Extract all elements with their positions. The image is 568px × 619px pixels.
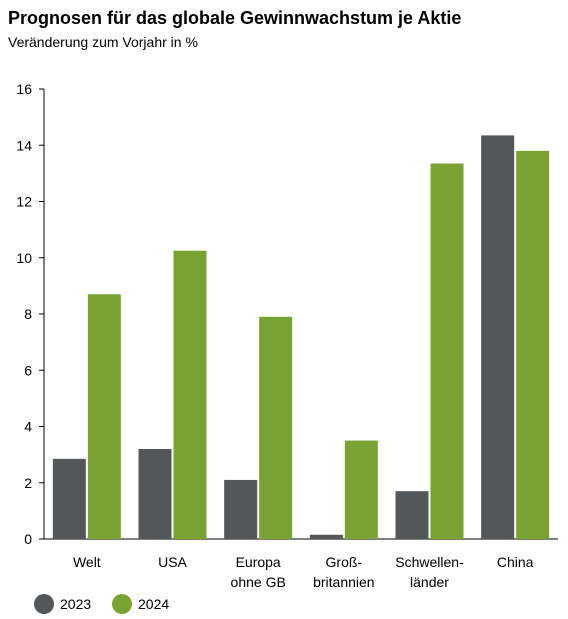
y-tick-label: 12 [16, 194, 32, 210]
y-tick-label: 16 [16, 81, 32, 97]
x-tick-label: Schwellen- [395, 554, 464, 570]
plot-area [52, 135, 550, 539]
legend-marker-2024 [112, 594, 132, 614]
bar-2023-5 [481, 135, 515, 539]
x-tick-label: länder [410, 574, 449, 590]
x-tick-label: britannien [313, 574, 375, 590]
x-axis: Welt USA Europa ohne GB Groß-britannien Schwe… [73, 554, 534, 590]
bar-2023-0 [52, 458, 86, 539]
legend-label-2023: 2023 [60, 596, 91, 612]
x-tick-label: USA [158, 554, 187, 570]
bar-2024-3 [344, 440, 378, 539]
y-axis: 0 2 4 6 8 10 12 14 16 [16, 81, 558, 547]
y-tick-label: 6 [24, 362, 32, 378]
bar-2024-2 [259, 316, 293, 539]
bar-2023-3 [309, 534, 343, 539]
x-tick-label: Groß- [326, 554, 363, 570]
legend-label-2024: 2024 [138, 596, 169, 612]
chart-subtitle: Veränderung zum Vorjahr in % [8, 34, 198, 50]
x-tick-label: Welt [73, 554, 101, 570]
x-tick-label: ohne GB [231, 574, 286, 590]
y-tick-label: 8 [24, 306, 32, 322]
bar-2023-2 [224, 479, 258, 539]
y-tick-label: 10 [16, 250, 32, 266]
bar-2023-1 [138, 449, 172, 539]
bar-2024-1 [173, 250, 207, 539]
x-tick-label: Europa [236, 554, 281, 570]
bar-2023-4 [395, 491, 429, 539]
legend-marker-2023 [34, 594, 54, 614]
y-tick-label: 14 [16, 137, 32, 153]
y-tick-label: 4 [24, 419, 32, 435]
bar-2024-5 [516, 150, 550, 539]
bar-2024-4 [430, 163, 464, 539]
chart-title: Prognosen für das globale Gewinnwachstum… [8, 8, 461, 28]
x-tick-label: China [497, 554, 534, 570]
y-tick-label: 2 [24, 475, 32, 491]
legend: 2023 2024 [34, 594, 169, 614]
bar-2024-0 [87, 294, 121, 539]
y-tick-label: 0 [24, 531, 32, 547]
